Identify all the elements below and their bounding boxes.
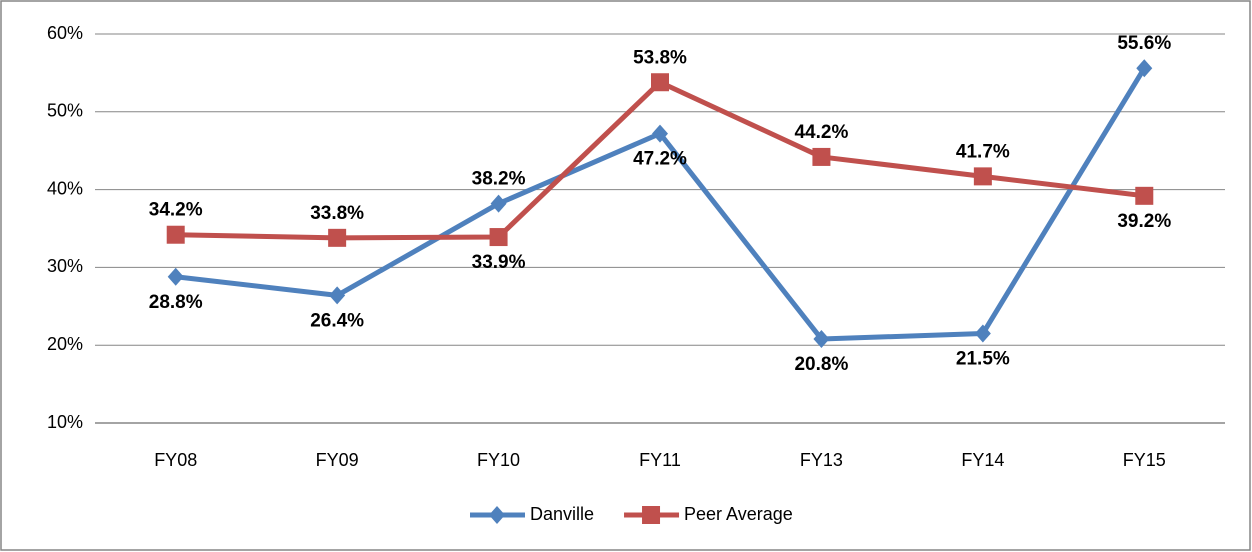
y-tick-label: 10% [47, 412, 83, 432]
x-tick-label: FY15 [1123, 450, 1166, 470]
data-point [812, 147, 831, 166]
y-tick-label: 60% [47, 23, 83, 43]
data-label: 26.4% [310, 310, 364, 331]
y-tick-label: 50% [47, 101, 83, 121]
data-point [973, 167, 992, 186]
y-tick-label: 30% [47, 256, 83, 276]
data-label: 20.8% [794, 354, 848, 375]
data-label: 39.2% [1117, 211, 1171, 232]
data-label: 47.2% [633, 149, 687, 170]
data-label: 34.2% [149, 200, 203, 221]
data-point [974, 324, 991, 343]
data-label: 44.2% [794, 122, 848, 143]
x-tick-label: FY14 [961, 450, 1004, 470]
data-label: 55.6% [1117, 33, 1171, 54]
data-point [489, 228, 508, 247]
x-tick-label: FY13 [800, 450, 843, 470]
data-point [328, 228, 347, 247]
legend-marker [642, 506, 661, 524]
data-label: 33.8% [310, 203, 364, 224]
x-tick-label: FY09 [316, 450, 359, 470]
data-label: 53.8% [633, 47, 687, 68]
x-tick-label: FY11 [639, 450, 681, 470]
data-label: 21.5% [956, 349, 1010, 370]
data-point [490, 194, 507, 213]
y-tick-label: 40% [47, 178, 83, 198]
data-point [813, 329, 830, 348]
data-point [652, 124, 668, 143]
legend-label: Danville [530, 504, 594, 524]
data-point [1136, 59, 1153, 78]
legend-marker [489, 506, 505, 524]
x-tick-label: FY10 [477, 450, 520, 470]
data-point [651, 73, 669, 92]
x-tick-label: FY08 [154, 450, 197, 470]
data-point [329, 286, 346, 305]
data-label: 33.9% [472, 252, 526, 273]
data-point [1135, 186, 1154, 205]
data-label: 41.7% [956, 141, 1010, 162]
data-label: 28.8% [149, 292, 203, 313]
data-label: 38.2% [472, 169, 526, 190]
y-tick-label: 20% [47, 334, 83, 354]
data-point [166, 225, 185, 244]
data-point [167, 267, 184, 286]
legend-label: Peer Average [684, 504, 793, 524]
